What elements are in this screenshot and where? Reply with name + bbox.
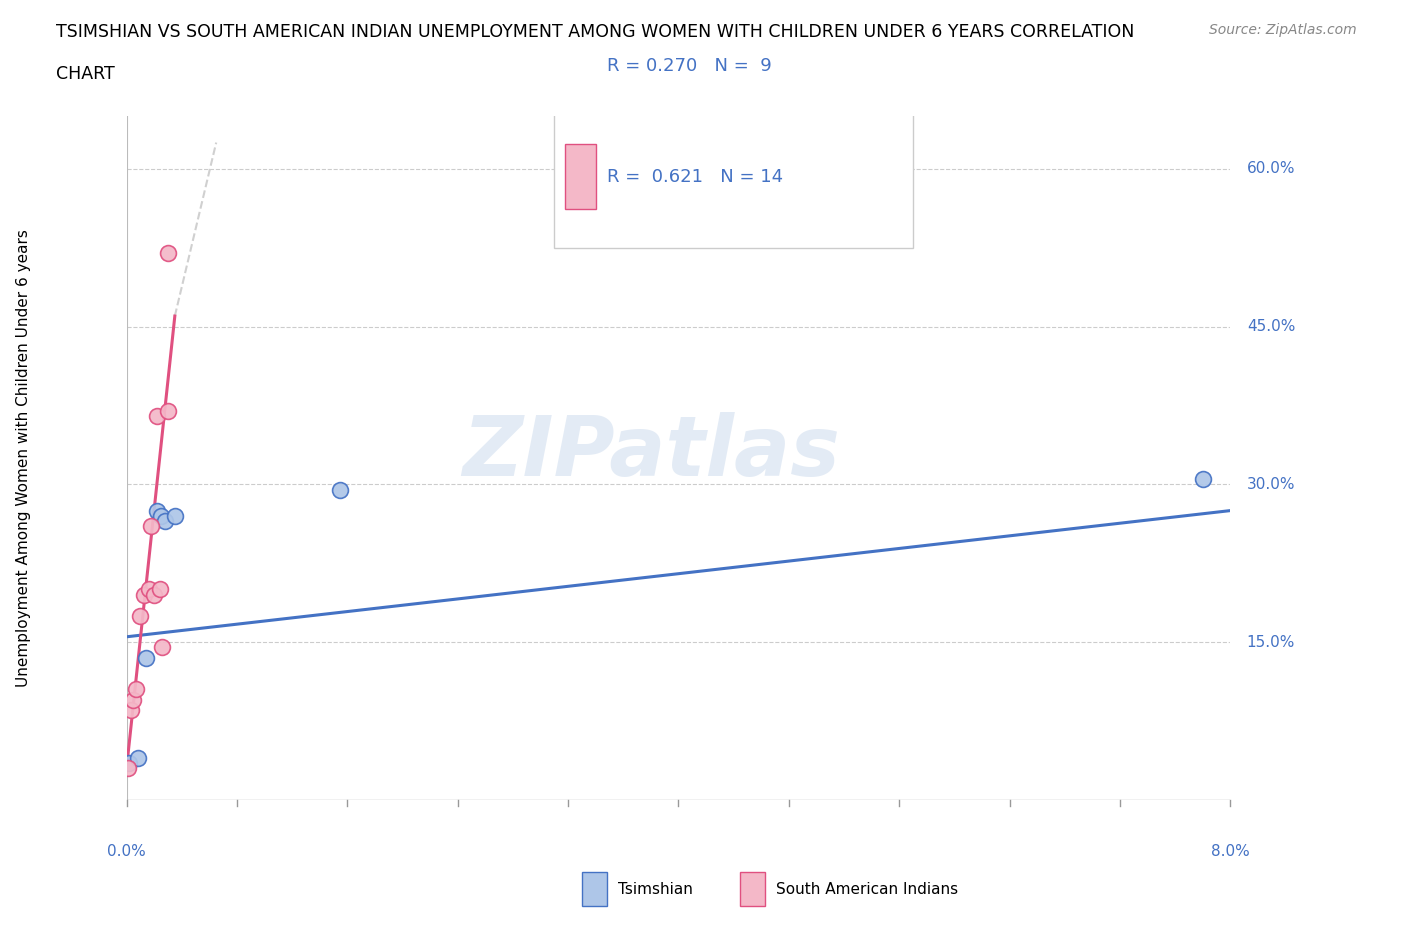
Point [149, 582, 172, 597]
FancyBboxPatch shape [741, 872, 765, 906]
Point [146, 503, 169, 518]
Point [153, 513, 176, 528]
Text: TSIMSHIAN VS SOUTH AMERICAN INDIAN UNEMPLOYMENT AMONG WOMEN WITH CHILDREN UNDER : TSIMSHIAN VS SOUTH AMERICAN INDIAN UNEMP… [56, 23, 1135, 41]
Text: CHART: CHART [56, 65, 115, 83]
Text: South American Indians: South American Indians [776, 882, 959, 897]
Text: ZIPatlas: ZIPatlas [461, 412, 839, 493]
Point [329, 482, 352, 497]
Text: 0.0%: 0.0% [107, 844, 146, 859]
Text: Tsimshian: Tsimshian [617, 882, 693, 897]
Text: 15.0%: 15.0% [1247, 634, 1295, 649]
Point [143, 588, 166, 603]
Point [156, 404, 179, 418]
Text: 45.0%: 45.0% [1247, 319, 1295, 334]
Point [150, 509, 173, 524]
Text: R =  0.621   N = 14: R = 0.621 N = 14 [606, 167, 783, 186]
Point [138, 582, 160, 597]
Text: 30.0%: 30.0% [1247, 477, 1295, 492]
FancyBboxPatch shape [554, 0, 912, 247]
Point [146, 408, 169, 423]
Point [1191, 472, 1213, 486]
FancyBboxPatch shape [565, 33, 596, 99]
Point [122, 693, 145, 708]
Point [156, 246, 179, 260]
Point [134, 588, 156, 603]
Text: Unemployment Among Women with Children Under 6 years: Unemployment Among Women with Children U… [15, 229, 31, 687]
Point [129, 608, 152, 623]
Point [118, 755, 141, 770]
Text: 60.0%: 60.0% [1247, 161, 1295, 177]
Point [120, 703, 142, 718]
Point [163, 509, 186, 524]
Point [127, 751, 149, 765]
Text: Source: ZipAtlas.com: Source: ZipAtlas.com [1209, 23, 1357, 37]
Text: R = 0.270   N =  9: R = 0.270 N = 9 [606, 58, 772, 75]
FancyBboxPatch shape [582, 872, 606, 906]
Text: 8.0%: 8.0% [1211, 844, 1250, 859]
Point [125, 682, 148, 697]
Point [135, 650, 157, 665]
FancyBboxPatch shape [565, 144, 596, 209]
Point [141, 519, 163, 534]
Point [152, 640, 174, 655]
Point [117, 761, 139, 776]
